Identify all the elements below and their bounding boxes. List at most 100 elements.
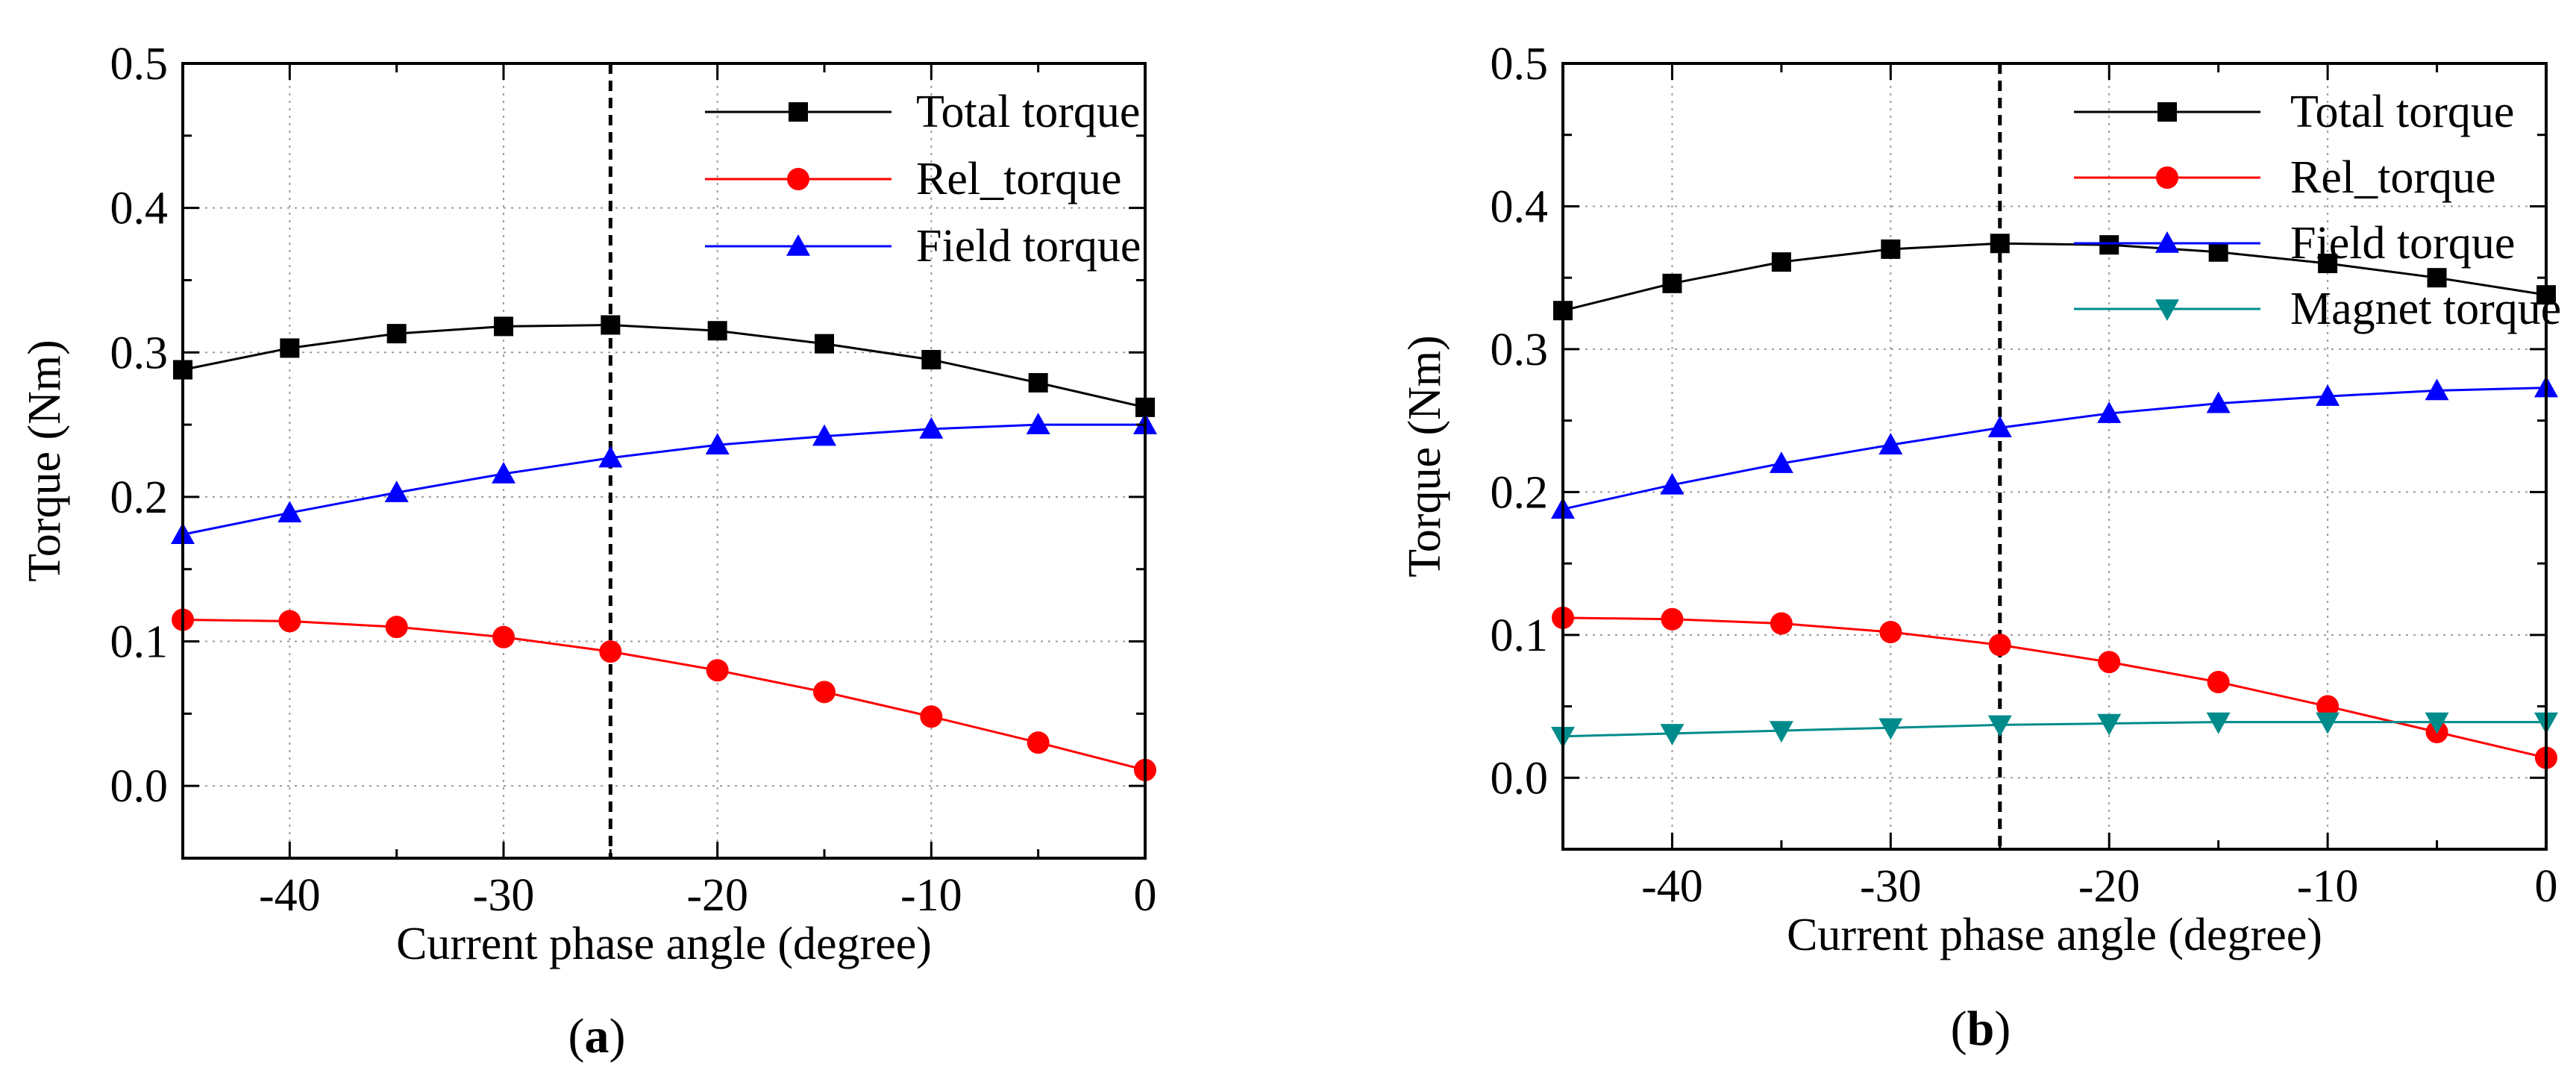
legend-marker [2155,231,2179,253]
series-line [1562,616,2547,759]
ticks [1561,62,2548,851]
legend-marker [786,234,810,256]
series-magnet-torque [1551,712,2558,748]
data-point [919,416,944,439]
data-point [1881,239,1901,259]
plot-frame [181,62,1147,860]
x-tick-label: -40 [259,870,321,921]
data-point [494,316,513,337]
series-line [182,323,1146,409]
x-axis-title: Current phase angle (degree) [396,919,932,969]
ticks [181,62,1147,860]
y-tick-label: 0.1 [110,617,169,668]
panel-label: (a) [568,1009,626,1063]
data-point [492,625,515,648]
legend: Total torque Rel_torque Field torque [705,87,1141,272]
data-point [2427,268,2447,288]
data-point [1770,612,1793,635]
legend-marker [2157,102,2177,122]
data-point [812,424,836,446]
data-point [2206,391,2231,413]
y-tick-label: 0.5 [110,39,169,90]
data-point [705,433,730,454]
x-tick-label: -30 [1860,861,1922,912]
data-point [1769,451,1793,473]
data-point [707,321,727,341]
legend-label: Rel_torque [2290,152,2496,203]
legend-label: Field torque [916,221,1141,272]
chart-panel-b: -40 -30 -20 -10 0 0.0 0.1 0.2 0.3 0.4 0.5 Current p… [1400,39,2561,1056]
data-point [1988,634,2011,657]
data-point [2098,651,2121,674]
data-point [2097,713,2122,736]
data-point [2206,712,2231,734]
data-point [1028,372,1048,393]
series-line [182,619,1146,772]
data-point [1662,273,1682,293]
panel-label: (b) [1951,1001,2011,1056]
y-tick-label: 0.5 [1491,39,1549,90]
data-point [2316,695,2340,718]
y-tick-label: 0.3 [110,328,169,378]
data-point [278,610,301,633]
data-point [1769,721,1793,743]
data-point [1987,416,2012,438]
series-field-torque [1551,375,2558,519]
legend-label: Field torque [2290,218,2515,269]
series-total-torque [173,315,1155,417]
data-point [492,461,515,484]
data-point [601,315,621,335]
legend-label: Magnet torque [2290,284,2561,334]
legend-marker [2156,166,2178,189]
series-total-torque [1553,234,2556,321]
data-point [1878,718,1903,740]
data-point [2316,384,2340,406]
y-axis-title: Torque (Nm) [19,340,70,582]
series-field-torque [171,413,1157,545]
data-point [920,705,943,728]
legend: Total torque Rel_torque Field torque Magnet… [2074,87,2561,334]
data-point [813,681,836,704]
data-point [278,501,302,523]
y-tick-label: 0.2 [1491,467,1549,518]
series-rel-torque [1552,606,2557,769]
data-point [2097,401,2122,423]
data-point [1660,724,1685,745]
y-tick-label: 0.4 [1491,181,1549,232]
data-point [2425,712,2449,734]
y-tick-label: 0.0 [110,761,169,812]
data-point [815,334,834,354]
data-point [2207,670,2230,693]
data-point [385,616,408,639]
data-point [1879,620,1902,643]
y-tick-label: 0.0 [1491,753,1549,804]
x-tick-label: -10 [2297,861,2359,912]
data-point [2208,242,2228,262]
data-point [1990,234,2010,254]
y-tick-label: 0.3 [1491,325,1549,375]
series-line [182,423,1145,536]
data-point [1026,413,1050,434]
data-point [1661,607,1684,631]
legend-label: Total torque [916,87,1140,137]
series-line [1562,387,2547,510]
x-tick-label: -10 [900,870,962,921]
data-point [1987,715,2012,737]
series-line [1562,721,2546,738]
legend-label: Rel_torque [916,154,1122,204]
grid [183,63,1145,858]
y-tick-label: 0.4 [110,184,169,234]
data-point [1027,731,1050,754]
data-point [1771,252,1791,272]
x-tick-label: 0 [1134,870,1157,921]
legend-marker [787,168,809,190]
data-point [280,338,300,358]
data-point [2316,712,2340,734]
chart-panel-a: -40 -30 -20 -10 0 0.0 0.1 0.2 0.3 0.4 0.5 Current p… [19,39,1157,1063]
y-tick-label: 0.1 [1491,610,1549,661]
data-point [384,481,409,502]
legend-marker [2155,299,2179,321]
data-point [2318,254,2338,274]
data-point [2099,235,2119,255]
data-point [921,349,941,369]
